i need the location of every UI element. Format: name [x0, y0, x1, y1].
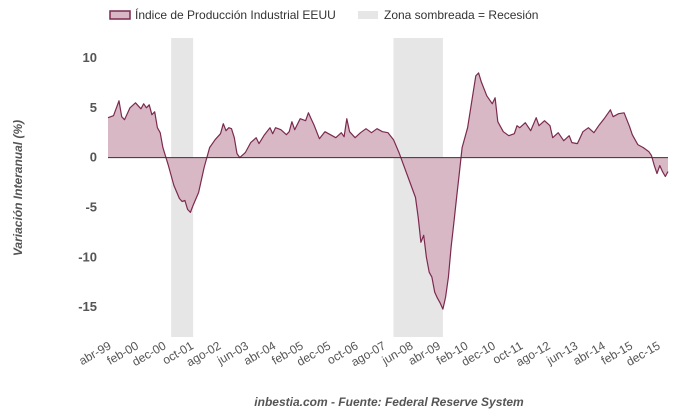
legend-swatch-recession — [358, 11, 378, 19]
source-caption: inbestia.com - Fuente: Federal Reserve S… — [254, 395, 524, 409]
recession-bands — [171, 38, 443, 337]
legend-label-recession: Zona sombreada = Recesión — [384, 8, 538, 22]
y-tick-label: -5 — [85, 199, 97, 214]
series-area — [107, 72, 669, 310]
y-axis-ticks: 10 5 0 -5 -10 -15 — [78, 50, 97, 314]
series-fill-1 — [108, 72, 668, 310]
legend-label-series: Índice de Producción Industrial EEUU — [135, 7, 336, 22]
y-tick-label: 0 — [90, 150, 97, 165]
x-axis-ticks: abr-99feb-00dec-00oct-01ago-02jun-03abr-… — [76, 338, 662, 369]
chart-legend: Índice de Producción Industrial EEUU Zon… — [109, 7, 538, 22]
y-tick-label: 10 — [83, 50, 97, 65]
y-tick-label: -15 — [78, 299, 97, 314]
y-tick-label: 5 — [90, 100, 97, 115]
y-axis-label: Variación Interanual (%) — [11, 120, 25, 256]
legend-swatch-series — [109, 10, 131, 20]
y-tick-label: -10 — [78, 249, 97, 264]
series-line-1 — [107, 72, 669, 310]
